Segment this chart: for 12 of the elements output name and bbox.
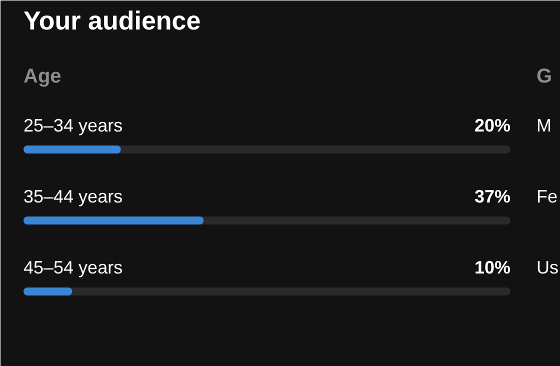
- text: G: [536, 66, 552, 88]
- text: M: [536, 116, 552, 136]
- data-label: 37%: [474, 186, 511, 206]
- chart-title: Your audience: [24, 6, 201, 36]
- data-label: 20%: [474, 116, 511, 136]
- y-tick-label: 35–44 years: [24, 186, 123, 206]
- text: Fe: [536, 186, 558, 206]
- y-tick-label: 25–34 years: [24, 116, 123, 136]
- text: Us: [536, 258, 558, 278]
- chart-subtitle: Age: [24, 66, 62, 88]
- data-label: 10%: [474, 258, 511, 278]
- y-tick-label: 45–54 years: [24, 258, 123, 278]
